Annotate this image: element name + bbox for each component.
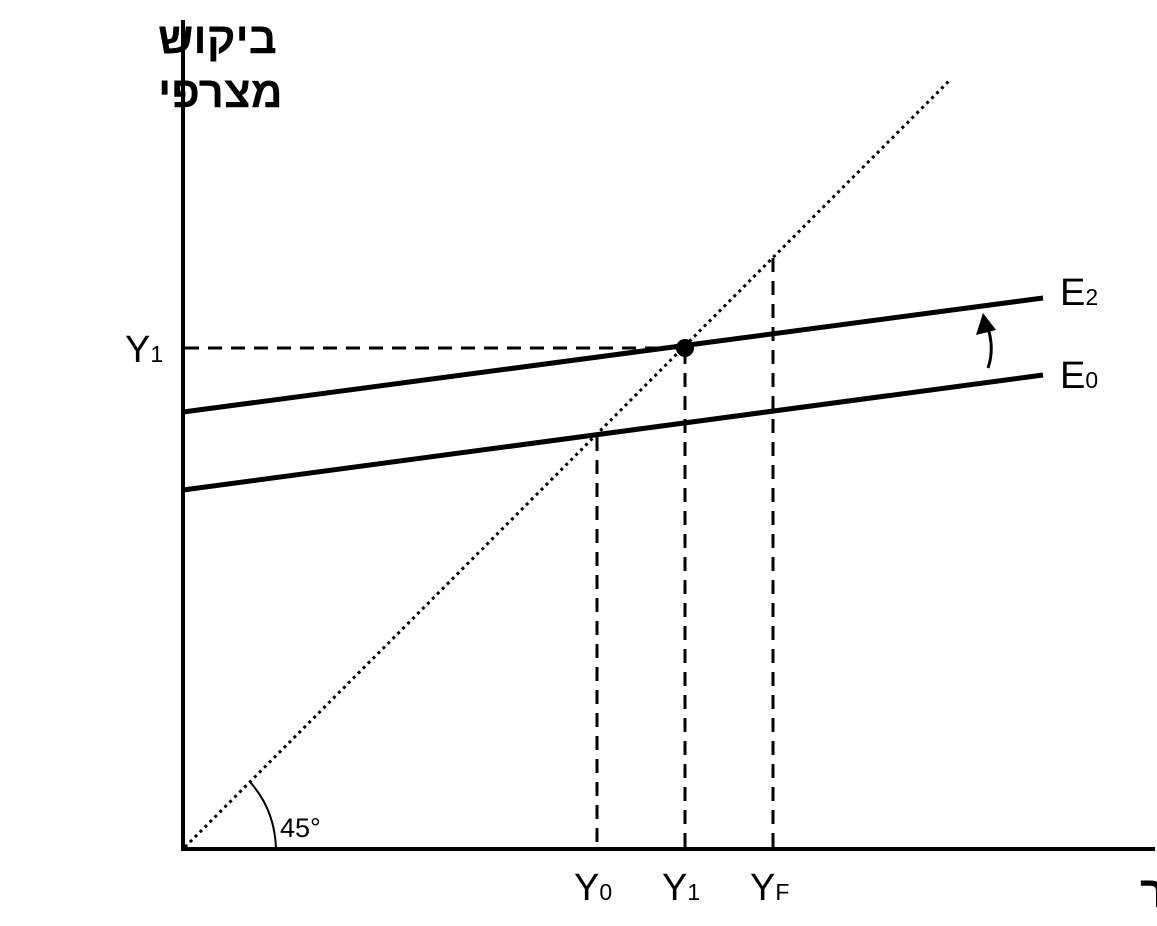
curve-label-main: E bbox=[1060, 355, 1085, 397]
x-tick-main: Y bbox=[574, 867, 599, 909]
x-tick-y0: Y0 bbox=[574, 867, 612, 909]
angle-label: 45° bbox=[280, 813, 321, 843]
y-axis-title-line1: ביקוש bbox=[158, 14, 277, 63]
x-axis-title: תוצר bbox=[1140, 868, 1157, 917]
curve-label-sub: 2 bbox=[1085, 284, 1098, 310]
y-tick-y1: Y1 bbox=[125, 329, 163, 371]
forty-five-degree-line bbox=[183, 78, 952, 849]
curve-e2-label: E2 bbox=[1060, 272, 1098, 314]
x-tick-main: Y bbox=[750, 867, 775, 909]
x-tick-main: Y bbox=[662, 867, 687, 909]
angle-arc bbox=[249, 781, 277, 850]
equilibrium-point bbox=[676, 339, 694, 357]
x-tick-y1: Y1 bbox=[662, 867, 700, 909]
x-tick-sub: F bbox=[775, 879, 789, 905]
curve-e0-label: E0 bbox=[1060, 355, 1098, 397]
y-axis-title-line2: מצרפי bbox=[158, 68, 283, 117]
curve-e2-line bbox=[182, 295, 1044, 415]
curve-label-sub: 0 bbox=[1085, 367, 1098, 393]
y-tick-sub: 1 bbox=[150, 341, 163, 367]
shift-arrow-head bbox=[976, 313, 996, 335]
y-tick-main: Y bbox=[125, 329, 150, 371]
x-tick-yf: YF bbox=[750, 867, 789, 909]
x-tick-sub: 0 bbox=[599, 879, 612, 905]
curve-e0-line bbox=[182, 372, 1044, 493]
curve-label-main: E bbox=[1060, 272, 1085, 314]
x-tick-sub: 1 bbox=[687, 879, 700, 905]
